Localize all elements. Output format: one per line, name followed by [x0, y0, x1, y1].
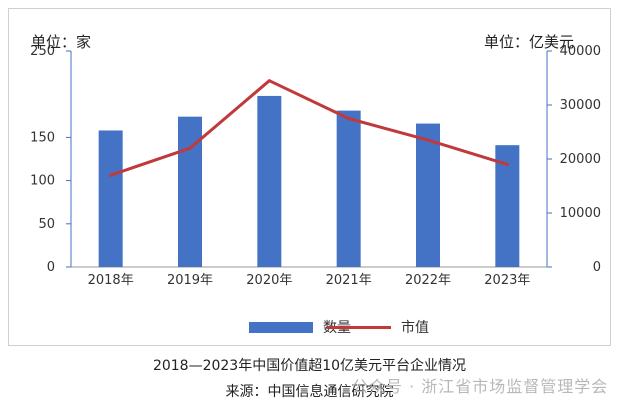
bar-count [416, 123, 440, 268]
legend-item-market-value: 市值 [327, 317, 429, 337]
bar-count [98, 130, 123, 267]
left-axis-unit-label: 单位：家 [31, 33, 92, 51]
right-tick-label: 10000 [560, 206, 601, 221]
line-point-market-value [505, 162, 509, 166]
x-tick-label: 2018年 [88, 273, 134, 288]
line-point-market-value [347, 117, 351, 120]
line-point-market-value [109, 173, 113, 177]
figure-caption-source: 来源：中国信息通信研究院 [225, 384, 394, 400]
right-tick-label: 30000 [560, 98, 601, 113]
line-market-value [109, 79, 509, 177]
figure-caption-title: 2018—2023年中国价值超10亿美元平台企业情况 [152, 358, 467, 374]
right-tick-label: 20000 [560, 152, 601, 167]
x-tick-label: 2023年 [484, 273, 530, 288]
right-tick-label: 40000 [560, 44, 601, 59]
legend-bar-swatch [249, 321, 313, 333]
legend-label-market-value: 市值 [401, 320, 429, 336]
bar-count [336, 110, 361, 267]
left-tick-label: 250 [30, 44, 55, 59]
line-point-market-value [267, 79, 271, 83]
left-tick-label: 0 [47, 260, 55, 275]
left-tick-label: 100 [30, 174, 55, 189]
legend-line-swatch [327, 325, 391, 329]
left-tick-label: 50 [38, 217, 55, 232]
right-tick-label: 0 [593, 260, 601, 275]
line-point-market-value [188, 146, 192, 150]
chart-frame: 0 50 100 150 250 0 10000 20000 30000 40000 2018年 20… [8, 8, 611, 346]
x-tick-label: 2021年 [326, 273, 372, 288]
x-tick-label: 2020年 [246, 273, 292, 288]
bar-count [257, 95, 282, 267]
watermark-text: 公众号 · 浙江省市场监督管理学会 [352, 377, 609, 396]
x-tick-label: 2022年 [405, 273, 451, 288]
x-tick-label: 2019年 [167, 273, 213, 288]
left-tick-label: 150 [30, 130, 55, 145]
right-axis-unit-label: 单位：亿美元 [483, 33, 574, 51]
line-point-market-value [426, 138, 430, 142]
combo-chart: 0 50 100 150 250 0 10000 20000 30000 40000 2018年 20… [30, 44, 601, 288]
